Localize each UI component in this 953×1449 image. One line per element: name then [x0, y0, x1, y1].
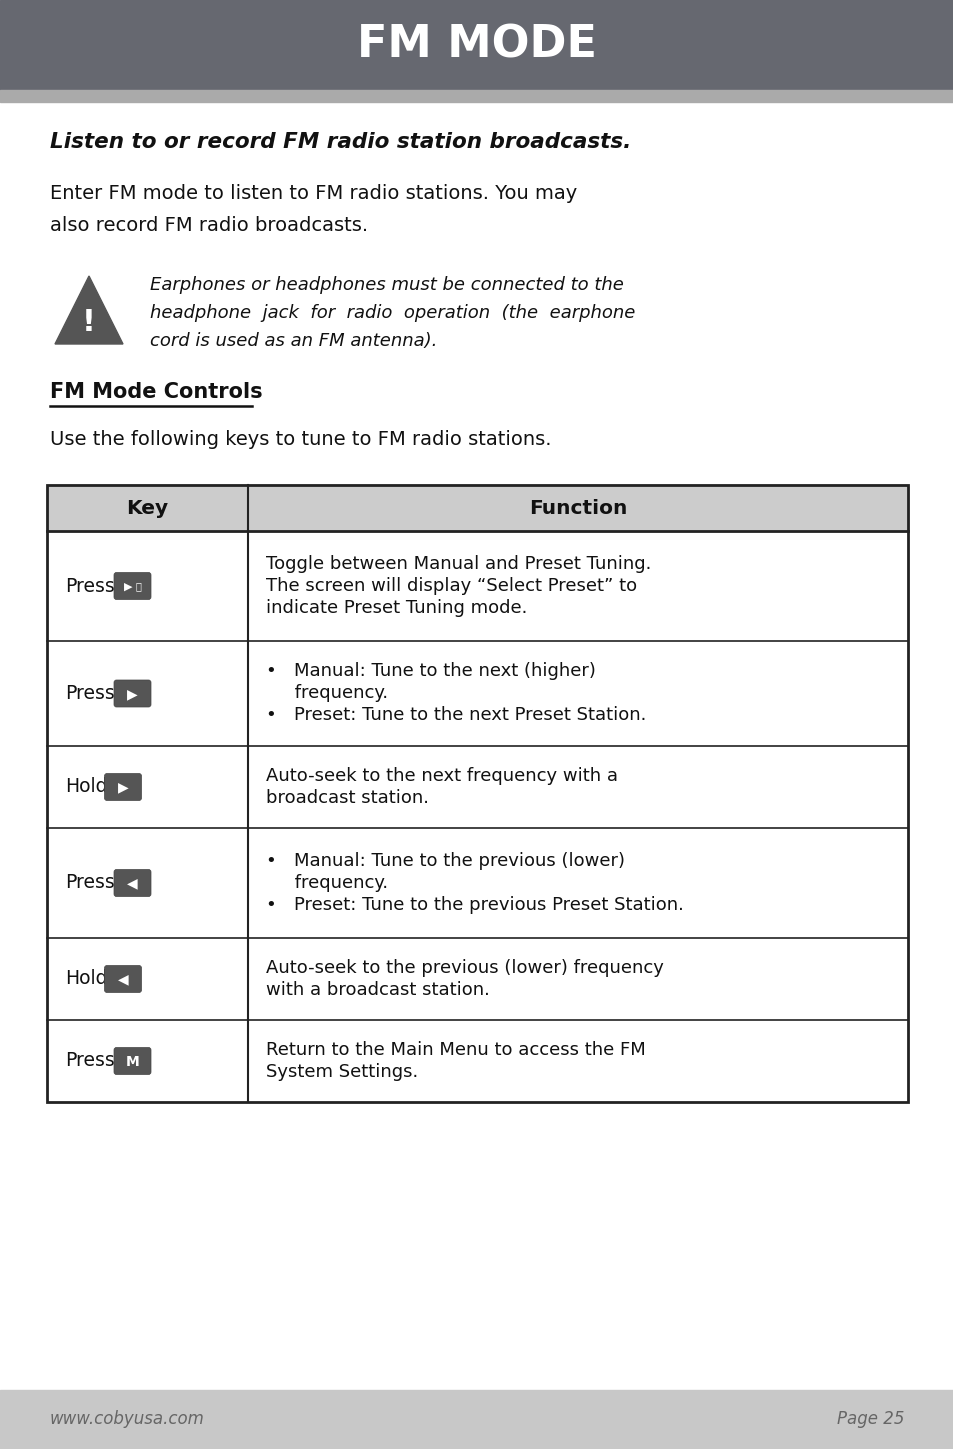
Text: broadcast station.: broadcast station. [266, 790, 429, 807]
Text: •   Preset: Tune to the previous Preset Station.: • Preset: Tune to the previous Preset St… [266, 895, 683, 914]
Text: Function: Function [528, 498, 626, 517]
Bar [47, 640, 907, 746]
Text: ⏸: ⏸ [135, 581, 141, 591]
Text: M: M [126, 1055, 139, 1068]
Text: Earphones or headphones must be connected to the: Earphones or headphones must be connecte… [150, 275, 623, 294]
Text: •   Manual: Tune to the next (higher): • Manual: Tune to the next (higher) [266, 662, 596, 681]
Bar [47, 746, 907, 827]
Text: Hold: Hold [65, 969, 108, 988]
FancyBboxPatch shape [113, 572, 151, 600]
Text: FM MODE: FM MODE [356, 23, 597, 67]
Text: ▶: ▶ [124, 581, 132, 591]
Text: Key: Key [127, 498, 169, 517]
Text: The screen will display “Select Preset” to: The screen will display “Select Preset” … [266, 577, 637, 596]
Text: Enter FM mode to listen to FM radio stations. You may: Enter FM mode to listen to FM radio stat… [50, 184, 577, 203]
FancyBboxPatch shape [113, 869, 151, 897]
Bar [47, 530, 907, 640]
Text: Press: Press [65, 577, 114, 596]
Text: ▶: ▶ [127, 687, 137, 701]
Text: System Settings.: System Settings. [266, 1064, 417, 1081]
Bar [47, 938, 907, 1020]
Text: Toggle between Manual and Preset Tuning.: Toggle between Manual and Preset Tuning. [266, 555, 651, 572]
Text: headphone  jack  for  radio  operation  (the  earphone: headphone jack for radio operation (the … [150, 304, 635, 322]
Text: Auto-seek to the previous (lower) frequency: Auto-seek to the previous (lower) freque… [266, 959, 663, 977]
Text: ◀: ◀ [127, 877, 137, 891]
FancyBboxPatch shape [105, 965, 141, 993]
Text: Auto-seek to the next frequency with a: Auto-seek to the next frequency with a [266, 767, 618, 785]
Text: www.cobyusa.com: www.cobyusa.com [50, 1410, 205, 1429]
Bar [0, 90, 953, 101]
Text: frequency.: frequency. [266, 684, 388, 703]
Text: ◀: ◀ [117, 972, 128, 987]
FancyBboxPatch shape [105, 774, 141, 800]
Text: Page 25: Page 25 [837, 1410, 904, 1429]
FancyBboxPatch shape [113, 1048, 151, 1075]
Text: •   Preset: Tune to the next Preset Station.: • Preset: Tune to the next Preset Statio… [266, 707, 646, 724]
FancyBboxPatch shape [113, 680, 151, 707]
Text: Listen to or record FM radio station broadcasts.: Listen to or record FM radio station bro… [50, 132, 631, 152]
Bar [47, 827, 907, 938]
Text: !: ! [82, 307, 96, 336]
Text: cord is used as an FM antenna).: cord is used as an FM antenna). [150, 332, 436, 351]
Bar [0, 1390, 953, 1449]
Bar [0, 0, 953, 90]
Text: Return to the Main Menu to access the FM: Return to the Main Menu to access the FM [266, 1040, 645, 1059]
Text: Hold: Hold [65, 778, 108, 797]
Bar [47, 485, 907, 1103]
Text: also record FM radio broadcasts.: also record FM radio broadcasts. [50, 216, 368, 235]
Text: with a broadcast station.: with a broadcast station. [266, 981, 489, 998]
Text: Press: Press [65, 1052, 114, 1071]
Bar [47, 485, 907, 530]
Text: FM Mode Controls: FM Mode Controls [50, 383, 262, 401]
Text: •   Manual: Tune to the previous (lower): • Manual: Tune to the previous (lower) [266, 852, 624, 869]
Text: frequency.: frequency. [266, 874, 388, 893]
Text: ▶: ▶ [117, 781, 128, 794]
Text: Press: Press [65, 874, 114, 893]
Polygon shape [55, 275, 123, 343]
Text: Use the following keys to tune to FM radio stations.: Use the following keys to tune to FM rad… [50, 430, 551, 449]
Bar [47, 1020, 907, 1103]
Text: Press: Press [65, 684, 114, 703]
Text: indicate Preset Tuning mode.: indicate Preset Tuning mode. [266, 598, 527, 617]
